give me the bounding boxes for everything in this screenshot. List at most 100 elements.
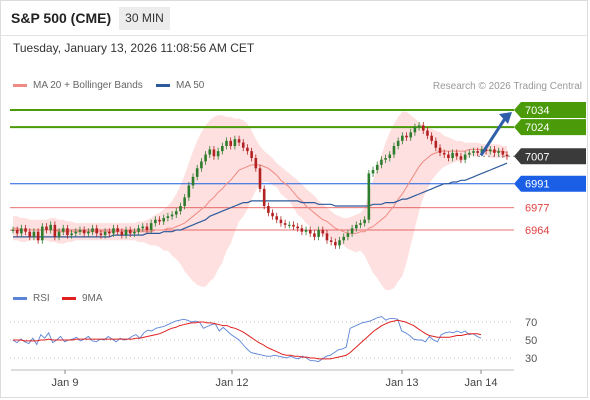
candle-body xyxy=(49,224,52,230)
candle-body xyxy=(409,132,413,138)
candle-body xyxy=(133,231,136,234)
candle-body xyxy=(442,152,446,155)
candle-body xyxy=(141,226,145,229)
candle-body xyxy=(363,219,366,224)
candle-body xyxy=(82,230,86,234)
candle-body xyxy=(107,231,111,234)
x-tick-label: Jan 13 xyxy=(385,377,418,389)
credit-text: Research © 2026 Trading Central xyxy=(432,81,582,92)
candle-body xyxy=(137,228,140,232)
legend-rsi-label: RSI xyxy=(33,293,50,304)
candle-body xyxy=(166,216,170,218)
candle-body xyxy=(283,223,287,225)
candle-body xyxy=(288,224,291,226)
candle-body xyxy=(74,231,78,234)
level-tag-7034 xyxy=(514,102,586,118)
candle-body xyxy=(116,228,119,232)
candle-body xyxy=(212,149,216,157)
candle-body xyxy=(468,152,471,155)
candle-body xyxy=(45,226,48,230)
candle-body xyxy=(15,230,19,234)
candle-body xyxy=(296,226,299,229)
candle-body xyxy=(233,139,237,146)
candle-body xyxy=(434,140,438,148)
level-label-7034: 7034 xyxy=(525,105,549,117)
candle-body xyxy=(95,228,99,234)
candle-body xyxy=(225,140,228,146)
candle-body xyxy=(497,151,500,153)
legend-ma50-label: MA 50 xyxy=(176,80,205,91)
level-tag-7024 xyxy=(514,119,586,136)
candle-body xyxy=(154,219,157,224)
candle-body xyxy=(162,218,166,222)
level-label-6964: 6964 xyxy=(525,225,549,237)
rsi-tick-label: 70 xyxy=(525,317,537,329)
rsi-tick-label: 30 xyxy=(525,353,537,365)
candle-body xyxy=(112,228,115,234)
candle-body xyxy=(91,228,94,232)
candle-body xyxy=(321,230,325,234)
candle-body xyxy=(204,154,207,162)
candle-body xyxy=(304,230,308,232)
projection-arrow xyxy=(479,116,508,157)
legend-9ma-label: 9MA xyxy=(82,293,103,304)
candle-body xyxy=(24,228,27,232)
candle-body xyxy=(183,197,186,206)
candle-body xyxy=(396,140,400,146)
candle-body xyxy=(426,130,429,136)
rsi-swatch xyxy=(13,296,27,300)
candle-body xyxy=(329,240,333,242)
candle-body xyxy=(438,147,442,153)
candle-body xyxy=(346,233,350,237)
candle-body xyxy=(208,149,212,155)
candle-body xyxy=(371,170,375,174)
candle-body xyxy=(145,226,149,230)
candle-body xyxy=(463,154,467,160)
projection-arrowhead xyxy=(499,112,512,124)
legend-9ma: 9MA xyxy=(62,293,103,304)
timestamp: Tuesday, January 13, 2026 11:08:56 AM CE… xyxy=(13,41,255,55)
candle-body xyxy=(103,231,107,236)
candle-body xyxy=(41,226,44,241)
candle-body xyxy=(367,173,371,220)
candle-body xyxy=(279,219,283,224)
candle-body xyxy=(70,233,73,236)
candle-body xyxy=(325,233,329,241)
candle-body xyxy=(342,236,346,241)
candle-body xyxy=(501,151,505,155)
instrument-title: S&P 500 (CME) xyxy=(11,10,112,26)
candle-body xyxy=(221,146,224,152)
candle-body xyxy=(258,168,262,189)
candle-body xyxy=(191,176,195,186)
candle-body xyxy=(229,140,232,146)
candle-body xyxy=(384,158,387,160)
candle-body xyxy=(241,142,245,148)
x-tick-label: Jan 14 xyxy=(464,377,497,389)
timeframe-button[interactable]: 30 MIN xyxy=(119,7,170,30)
x-tick-label: Jan 9 xyxy=(52,377,79,389)
candle-body xyxy=(246,147,249,152)
candle-body xyxy=(66,228,69,236)
candle-body xyxy=(237,139,241,143)
rsi-tick-label: 50 xyxy=(525,335,537,347)
candle-body xyxy=(187,185,191,198)
candle-body xyxy=(350,228,354,234)
level-label-7024: 7024 xyxy=(525,122,549,134)
ma9-swatch xyxy=(62,296,76,300)
candle-body xyxy=(170,214,174,217)
header-divider xyxy=(0,35,588,36)
candle-body xyxy=(275,216,279,220)
candle-body xyxy=(216,151,220,157)
candle-body xyxy=(392,146,396,155)
candle-body xyxy=(430,135,433,141)
candle-body xyxy=(334,242,337,246)
candle-body xyxy=(179,206,182,212)
candle-body xyxy=(476,151,479,153)
ma20-swatch xyxy=(13,83,27,87)
candle-body xyxy=(267,206,270,213)
ma50-line xyxy=(13,162,508,238)
candle-body xyxy=(472,151,475,153)
candle-body xyxy=(200,161,203,169)
candle-body xyxy=(149,223,153,230)
